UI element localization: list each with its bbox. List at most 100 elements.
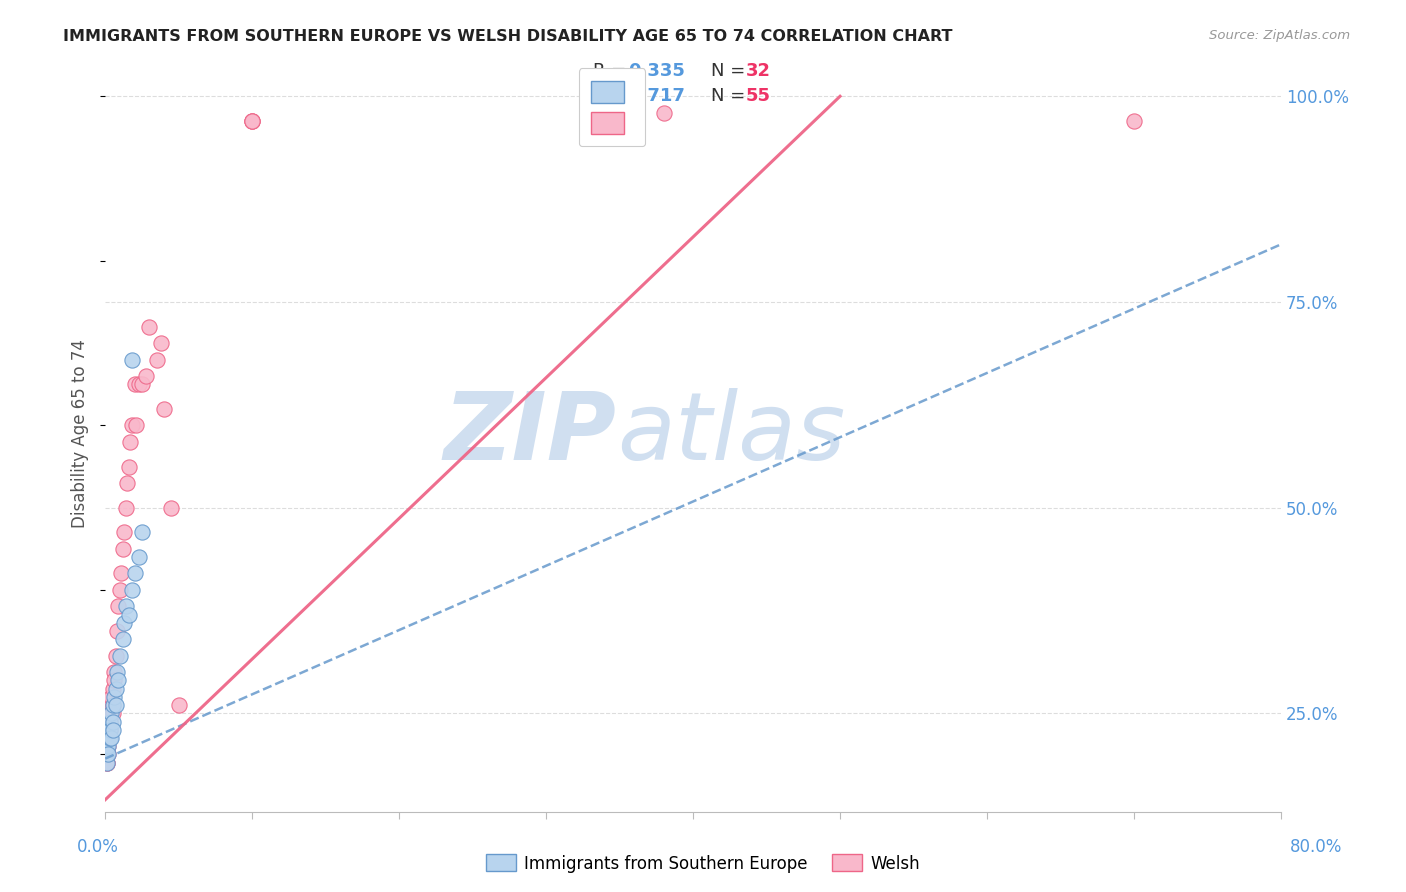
Point xyxy=(111,632,134,647)
Point xyxy=(160,500,183,515)
Point xyxy=(103,673,125,688)
Point xyxy=(96,731,118,745)
Point xyxy=(118,607,141,622)
Point xyxy=(97,739,120,754)
Point xyxy=(97,723,120,737)
Point xyxy=(1123,114,1146,128)
Point xyxy=(104,681,127,696)
Point xyxy=(103,690,125,704)
Point xyxy=(114,500,136,515)
Point xyxy=(108,582,131,597)
Point xyxy=(131,377,153,392)
Text: 80.0%: 80.0% xyxy=(1291,838,1343,855)
Point xyxy=(97,714,120,729)
Text: 55: 55 xyxy=(747,87,770,104)
Point xyxy=(96,747,118,762)
Point xyxy=(96,756,118,770)
Point xyxy=(97,731,120,745)
Point xyxy=(138,319,160,334)
Point xyxy=(98,706,121,721)
Point xyxy=(114,599,136,614)
Point xyxy=(117,475,139,490)
Point xyxy=(96,739,118,754)
Point xyxy=(131,525,153,540)
Point xyxy=(97,747,120,762)
Point xyxy=(100,698,122,712)
Point xyxy=(96,739,118,754)
Point xyxy=(98,714,121,729)
Point xyxy=(108,648,131,663)
Point xyxy=(120,434,142,449)
Point xyxy=(98,731,121,745)
Point xyxy=(240,114,263,128)
Point xyxy=(121,582,143,597)
Text: 0.335: 0.335 xyxy=(628,62,685,80)
Point xyxy=(96,714,118,729)
Point xyxy=(652,105,675,120)
Point xyxy=(150,336,173,351)
Point xyxy=(107,599,129,614)
Point xyxy=(124,377,146,392)
Legend: Immigrants from Southern Europe, Welsh: Immigrants from Southern Europe, Welsh xyxy=(479,847,927,880)
Legend: , : , xyxy=(579,68,645,146)
Point xyxy=(97,731,120,745)
Text: ZIP: ZIP xyxy=(444,388,617,480)
Point xyxy=(98,723,121,737)
Point xyxy=(96,747,118,762)
Point xyxy=(96,747,118,762)
Point xyxy=(107,673,129,688)
Text: IMMIGRANTS FROM SOUTHERN EUROPE VS WELSH DISABILITY AGE 65 TO 74 CORRELATION CHA: IMMIGRANTS FROM SOUTHERN EUROPE VS WELSH… xyxy=(63,29,953,44)
Text: atlas: atlas xyxy=(617,388,845,479)
Point xyxy=(96,739,118,754)
Text: R =: R = xyxy=(593,62,627,80)
Point xyxy=(111,541,134,556)
Point xyxy=(153,401,176,416)
Point xyxy=(121,418,143,433)
Text: N =: N = xyxy=(710,87,745,104)
Point xyxy=(98,714,121,729)
Point xyxy=(101,698,124,712)
Point xyxy=(103,665,125,680)
Point xyxy=(124,566,146,581)
Point xyxy=(100,690,122,704)
Point xyxy=(240,114,263,128)
Point xyxy=(100,706,122,721)
Text: 32: 32 xyxy=(747,62,770,80)
Point xyxy=(101,723,124,737)
Point xyxy=(112,525,135,540)
Point xyxy=(101,714,124,729)
Point xyxy=(105,624,128,638)
Point xyxy=(100,731,122,745)
Text: R =: R = xyxy=(593,87,627,104)
Point xyxy=(135,369,157,384)
Point xyxy=(110,566,132,581)
Point xyxy=(167,698,190,712)
Point xyxy=(104,648,127,663)
Y-axis label: Disability Age 65 to 74: Disability Age 65 to 74 xyxy=(72,339,89,528)
Point xyxy=(96,723,118,737)
Text: 0.717: 0.717 xyxy=(628,87,685,104)
Point xyxy=(97,739,120,754)
Text: Source: ZipAtlas.com: Source: ZipAtlas.com xyxy=(1209,29,1350,42)
Point xyxy=(96,756,118,770)
Point xyxy=(104,698,127,712)
Point xyxy=(98,723,121,737)
Point xyxy=(101,681,124,696)
Point xyxy=(96,756,118,770)
Point xyxy=(96,723,118,737)
Text: N =: N = xyxy=(710,62,745,80)
Point xyxy=(96,731,118,745)
Text: 0.0%: 0.0% xyxy=(77,838,120,855)
Point xyxy=(125,418,148,433)
Point xyxy=(105,665,128,680)
Point xyxy=(112,615,135,630)
Point xyxy=(121,352,143,367)
Point xyxy=(118,459,141,474)
Point xyxy=(128,549,150,564)
Point xyxy=(240,114,263,128)
Point xyxy=(101,698,124,712)
Point xyxy=(97,747,120,762)
Point xyxy=(101,706,124,721)
Point xyxy=(128,377,150,392)
Point xyxy=(97,723,120,737)
